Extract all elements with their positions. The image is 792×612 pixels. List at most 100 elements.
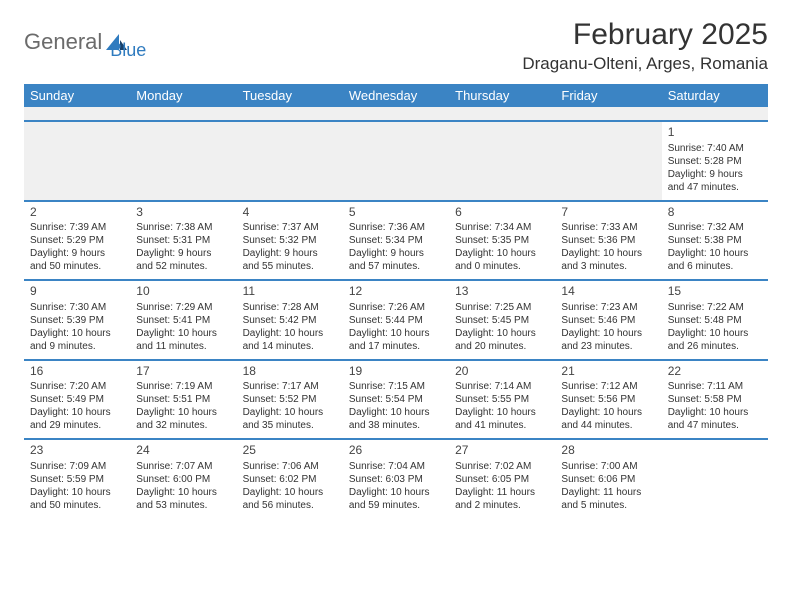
day-number: 8: [668, 205, 762, 221]
daylight-line: Daylight: 11 hours and 2 minutes.: [455, 486, 549, 512]
col-friday: Friday: [555, 84, 661, 107]
sunrise-line: Sunrise: 7:40 AM: [668, 142, 762, 155]
calendar-table: Sunday Monday Tuesday Wednesday Thursday…: [24, 84, 768, 518]
sunset-line: Sunset: 5:54 PM: [349, 393, 443, 406]
day-number: 6: [455, 205, 549, 221]
day-cell: 12Sunrise: 7:26 AMSunset: 5:44 PMDayligh…: [343, 280, 449, 360]
daylight-line: Daylight: 10 hours and 6 minutes.: [668, 247, 762, 273]
col-wednesday: Wednesday: [343, 84, 449, 107]
sunrise-line: Sunrise: 7:25 AM: [455, 301, 549, 314]
header: General Blue February 2025 Draganu-Olten…: [24, 18, 768, 74]
sunrise-line: Sunrise: 7:39 AM: [30, 221, 124, 234]
day-cell: 24Sunrise: 7:07 AMSunset: 6:00 PMDayligh…: [130, 439, 236, 518]
daylight-line: Daylight: 10 hours and 14 minutes.: [243, 327, 337, 353]
sunrise-line: Sunrise: 7:07 AM: [136, 460, 230, 473]
day-info: Sunrise: 7:07 AMSunset: 6:00 PMDaylight:…: [136, 460, 230, 512]
sunset-line: Sunset: 5:49 PM: [30, 393, 124, 406]
day-info: Sunrise: 7:19 AMSunset: 5:51 PMDaylight:…: [136, 380, 230, 432]
daylight-line: Daylight: 10 hours and 50 minutes.: [30, 486, 124, 512]
day-cell: [662, 439, 768, 518]
sunrise-line: Sunrise: 7:23 AM: [561, 301, 655, 314]
day-info: Sunrise: 7:11 AMSunset: 5:58 PMDaylight:…: [668, 380, 762, 432]
sunset-line: Sunset: 5:44 PM: [349, 314, 443, 327]
day-info: Sunrise: 7:02 AMSunset: 6:05 PMDaylight:…: [455, 460, 549, 512]
day-number: 22: [668, 364, 762, 380]
day-info: Sunrise: 7:25 AMSunset: 5:45 PMDaylight:…: [455, 301, 549, 353]
sunrise-line: Sunrise: 7:22 AM: [668, 301, 762, 314]
daylight-line: Daylight: 10 hours and 9 minutes.: [30, 327, 124, 353]
daylight-line: Daylight: 11 hours and 5 minutes.: [561, 486, 655, 512]
day-info: Sunrise: 7:32 AMSunset: 5:38 PMDaylight:…: [668, 221, 762, 273]
daylight-line: Daylight: 9 hours and 57 minutes.: [349, 247, 443, 273]
day-cell: 25Sunrise: 7:06 AMSunset: 6:02 PMDayligh…: [237, 439, 343, 518]
daylight-line: Daylight: 10 hours and 38 minutes.: [349, 406, 443, 432]
week-row: 1Sunrise: 7:40 AMSunset: 5:28 PMDaylight…: [24, 121, 768, 201]
daylight-line: Daylight: 10 hours and 26 minutes.: [668, 327, 762, 353]
day-cell: 23Sunrise: 7:09 AMSunset: 5:59 PMDayligh…: [24, 439, 130, 518]
day-info: Sunrise: 7:14 AMSunset: 5:55 PMDaylight:…: [455, 380, 549, 432]
day-cell: 4Sunrise: 7:37 AMSunset: 5:32 PMDaylight…: [237, 201, 343, 281]
day-cell: 13Sunrise: 7:25 AMSunset: 5:45 PMDayligh…: [449, 280, 555, 360]
day-info: Sunrise: 7:00 AMSunset: 6:06 PMDaylight:…: [561, 460, 655, 512]
day-cell: [449, 121, 555, 201]
day-cell: 11Sunrise: 7:28 AMSunset: 5:42 PMDayligh…: [237, 280, 343, 360]
daylight-line: Daylight: 9 hours and 47 minutes.: [668, 168, 762, 194]
day-number: 16: [30, 364, 124, 380]
day-cell: 15Sunrise: 7:22 AMSunset: 5:48 PMDayligh…: [662, 280, 768, 360]
brand-part1: General: [24, 29, 102, 55]
sunset-line: Sunset: 5:58 PM: [668, 393, 762, 406]
day-info: Sunrise: 7:06 AMSunset: 6:02 PMDaylight:…: [243, 460, 337, 512]
sunrise-line: Sunrise: 7:32 AM: [668, 221, 762, 234]
daylight-line: Daylight: 10 hours and 59 minutes.: [349, 486, 443, 512]
daylight-line: Daylight: 9 hours and 55 minutes.: [243, 247, 337, 273]
day-info: Sunrise: 7:33 AMSunset: 5:36 PMDaylight:…: [561, 221, 655, 273]
sunset-line: Sunset: 5:55 PM: [455, 393, 549, 406]
sunset-line: Sunset: 5:28 PM: [668, 155, 762, 168]
sunrise-line: Sunrise: 7:06 AM: [243, 460, 337, 473]
day-number: 5: [349, 205, 443, 221]
day-info: Sunrise: 7:34 AMSunset: 5:35 PMDaylight:…: [455, 221, 549, 273]
location-label: Draganu-Olteni, Arges, Romania: [522, 54, 768, 74]
daylight-line: Daylight: 10 hours and 32 minutes.: [136, 406, 230, 432]
day-header-row: Sunday Monday Tuesday Wednesday Thursday…: [24, 84, 768, 107]
daylight-line: Daylight: 10 hours and 3 minutes.: [561, 247, 655, 273]
day-info: Sunrise: 7:09 AMSunset: 5:59 PMDaylight:…: [30, 460, 124, 512]
day-cell: [237, 121, 343, 201]
sunset-line: Sunset: 5:29 PM: [30, 234, 124, 247]
day-number: 25: [243, 443, 337, 459]
daylight-line: Daylight: 10 hours and 44 minutes.: [561, 406, 655, 432]
sunset-line: Sunset: 6:03 PM: [349, 473, 443, 486]
brand-logo: General Blue: [24, 18, 146, 61]
sunrise-line: Sunrise: 7:15 AM: [349, 380, 443, 393]
day-cell: [343, 121, 449, 201]
month-title: February 2025: [522, 18, 768, 52]
day-cell: 21Sunrise: 7:12 AMSunset: 5:56 PMDayligh…: [555, 360, 661, 440]
day-number: 2: [30, 205, 124, 221]
col-tuesday: Tuesday: [237, 84, 343, 107]
col-saturday: Saturday: [662, 84, 768, 107]
day-info: Sunrise: 7:20 AMSunset: 5:49 PMDaylight:…: [30, 380, 124, 432]
daylight-line: Daylight: 10 hours and 23 minutes.: [561, 327, 655, 353]
day-number: 26: [349, 443, 443, 459]
day-number: 3: [136, 205, 230, 221]
week-row: 2Sunrise: 7:39 AMSunset: 5:29 PM Daylight…: [24, 201, 768, 281]
day-number: 20: [455, 364, 549, 380]
day-info: Sunrise: 7:04 AMSunset: 6:03 PMDaylight:…: [349, 460, 443, 512]
sunrise-line: Sunrise: 7:20 AM: [30, 380, 124, 393]
spacer-row: [24, 107, 768, 121]
daylight-line: Daylight: 9 hours and 52 minutes.: [136, 247, 230, 273]
day-number: 27: [455, 443, 549, 459]
sunset-line: Sunset: 5:51 PM: [136, 393, 230, 406]
sunset-line: Sunset: 5:38 PM: [668, 234, 762, 247]
day-number: 18: [243, 364, 337, 380]
sunrise-line: Sunrise: 7:38 AM: [136, 221, 230, 234]
week-row: 16Sunrise: 7:20 AMSunset: 5:49 PMDayligh…: [24, 360, 768, 440]
day-number: 21: [561, 364, 655, 380]
sunrise-line: Sunrise: 7:12 AM: [561, 380, 655, 393]
daylight-line: Daylight: 10 hours and 35 minutes.: [243, 406, 337, 432]
day-number: 10: [136, 284, 230, 300]
day-info: Sunrise: 7:12 AMSunset: 5:56 PMDaylight:…: [561, 380, 655, 432]
sunrise-line: Sunrise: 7:28 AM: [243, 301, 337, 314]
day-info: Sunrise: 7:26 AMSunset: 5:44 PMDaylight:…: [349, 301, 443, 353]
sunrise-line: Sunrise: 7:04 AM: [349, 460, 443, 473]
